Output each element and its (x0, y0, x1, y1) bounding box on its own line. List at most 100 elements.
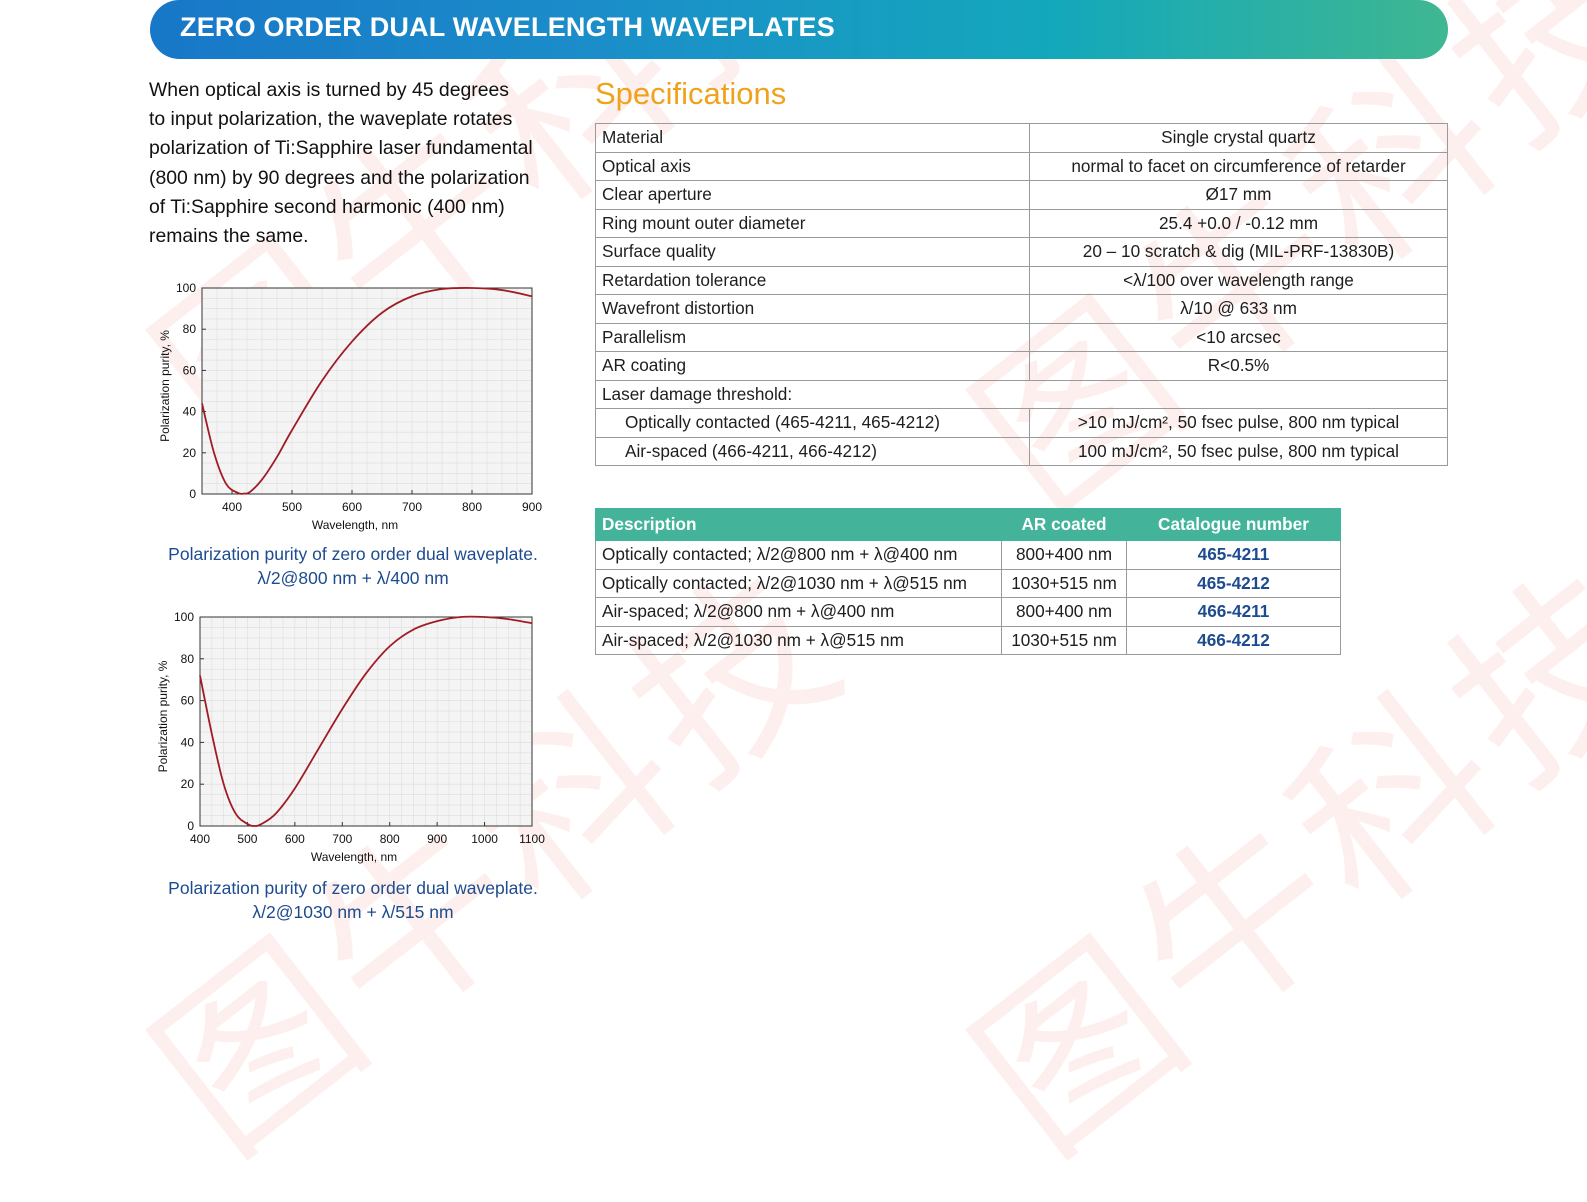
series-line (201, 286, 533, 495)
caption-line: Polarization purity of zero order dual w… (168, 544, 538, 564)
table-row: Optically contacted (465-4211, 465-4212)… (595, 408, 1448, 438)
ar-coated-cell: 800+400 nm (1001, 540, 1127, 570)
catalogue-number-link[interactable]: 465-4211 (1126, 540, 1341, 570)
polarization-purity-chart-800-400: 400 500 600 700 800 900 0 20 40 60 80 100 Wavelength… (158, 281, 542, 532)
table-row: Air-spaced; λ/2@1030 nm + λ@515 nm 1030+… (595, 625, 1341, 655)
x-tick-label: 900 (427, 832, 447, 846)
table-header-row: Description AR coated Catalogue number (595, 508, 1341, 541)
y-tick-label: 60 (181, 694, 195, 708)
y-tick-label: 40 (181, 735, 195, 749)
x-tick-label: 800 (380, 832, 400, 846)
table-row: Parallelism <10 arcsec (595, 322, 1448, 352)
spec-value: <10 arcsec (1029, 322, 1448, 352)
y-tick-label: 40 (183, 405, 197, 419)
intro-line: of Ti:Sapphire second harmonic (400 nm) (149, 195, 505, 218)
table-row: Optically contacted; λ/2@800 nm + λ@400 … (595, 540, 1341, 570)
spec-key: Optical axis (595, 151, 1030, 181)
x-tick-label: 400 (190, 832, 210, 846)
description-cell: Optically contacted; λ/2@1030 nm + λ@515… (595, 568, 1002, 598)
x-tick-label: 400 (222, 500, 242, 514)
x-tick-label: 600 (285, 832, 305, 846)
ar-coated-cell: 800+400 nm (1001, 597, 1127, 627)
series-line (199, 615, 533, 827)
spec-key: Clear aperture (595, 180, 1030, 210)
table-row: Optical axis normal to facet on circumfer… (595, 151, 1448, 181)
ar-coated-cell: 1030+515 nm (1001, 568, 1127, 598)
intro-line: to input polarization, the waveplate rot… (149, 108, 513, 131)
y-axis-label: Polarization purity, % (158, 330, 172, 442)
spec-value: λ/10 @ 633 nm (1029, 294, 1448, 324)
x-tick-label: 1000 (471, 832, 498, 846)
y-tick-label: 0 (189, 487, 196, 501)
table-row: Material Single crystal quartz (595, 123, 1448, 153)
plot-frame (201, 287, 533, 495)
table-row: Retardation tolerance <λ/100 over wavelen… (595, 265, 1448, 295)
ldt-label: Laser damage threshold: (595, 379, 1448, 409)
x-tick-label: 500 (237, 832, 257, 846)
spec-key: Surface quality (595, 237, 1030, 267)
polarization-purity-chart-1030-515: 400 500 600 700 800 900 1000 1100 0 20 40 60 80 100 Wa… (156, 610, 545, 864)
spec-key: Air-spaced (466-4211, 466-4212) (595, 436, 1030, 466)
specifications-heading: Specifications (595, 76, 787, 111)
table-row: AR coating R<0.5% (595, 351, 1448, 381)
ar-coated-cell: 1030+515 nm (1001, 625, 1127, 655)
spec-value: <λ/100 over wavelength range (1029, 265, 1448, 295)
intro-text: When optical axis is turned by 45 degree… (149, 76, 559, 251)
description-cell: Optically contacted; λ/2@800 nm + λ@400 … (595, 540, 1002, 570)
y-axis-label: Polarization purity, % (156, 660, 170, 772)
table-row: Clear aperture Ø17 mm (595, 180, 1448, 210)
catalogue-number-link[interactable]: 465-4212 (1126, 568, 1341, 598)
spec-value: 25.4 +0.0 / -0.12 mm (1029, 208, 1448, 238)
catalogue-number-link[interactable]: 466-4212 (1126, 625, 1341, 655)
description-cell: Air-spaced; λ/2@1030 nm + λ@515 nm (595, 625, 1002, 655)
y-tick-label: 100 (176, 281, 196, 295)
table-row: Wavefront distortion λ/10 @ 633 nm (595, 294, 1448, 324)
spec-key: Optically contacted (465-4211, 465-4212) (595, 408, 1030, 438)
y-tick-label: 0 (187, 819, 194, 833)
column-header-description: Description (595, 508, 1002, 541)
table-row: Laser damage threshold: (595, 379, 1448, 409)
y-tick-label: 60 (183, 363, 197, 377)
column-header-catalogue-number: Catalogue number (1126, 508, 1341, 541)
table-row: Air-spaced (466-4211, 466-4212) 100 mJ/cm… (595, 436, 1448, 466)
y-tick-label: 80 (183, 322, 197, 336)
chart1-caption: Polarization purity of zero order dual w… (153, 542, 553, 590)
caption-line: Polarization purity of zero order dual w… (168, 878, 538, 898)
spec-value: 100 mJ/cm², 50 fsec pulse, 800 nm typica… (1029, 436, 1448, 466)
title-banner: ZERO ORDER DUAL WAVELENGTH WAVEPLATES (150, 0, 1448, 59)
x-axis-label: Wavelength, nm (311, 850, 397, 864)
column-header-ar-coated: AR coated (1001, 508, 1127, 541)
catalogue-number-link[interactable]: 466-4211 (1126, 597, 1341, 627)
spec-key: Parallelism (595, 322, 1030, 352)
plot-frame (199, 616, 533, 827)
table-row: Air-spaced; λ/2@800 nm + λ@400 nm 800+40… (595, 597, 1341, 627)
page-title: ZERO ORDER DUAL WAVELENGTH WAVEPLATES (180, 12, 835, 42)
x-tick-label: 600 (342, 500, 362, 514)
spec-value: R<0.5% (1029, 351, 1448, 381)
x-tick-label: 700 (332, 832, 352, 846)
spec-value: >10 mJ/cm², 50 fsec pulse, 800 nm typica… (1029, 408, 1448, 438)
x-tick-label: 700 (402, 500, 422, 514)
caption-line: λ/2@1030 nm + λ/515 nm (252, 902, 454, 922)
spec-key: AR coating (595, 351, 1030, 381)
ordering-table: Description AR coated Catalogue number O… (595, 508, 1341, 655)
chart2-caption: Polarization purity of zero order dual w… (153, 876, 553, 924)
spec-value: Single crystal quartz (1029, 123, 1448, 153)
spec-key: Retardation tolerance (595, 265, 1030, 295)
table-row: Surface quality 20 – 10 scratch & dig (MI… (595, 237, 1448, 267)
table-row: Optically contacted; λ/2@1030 nm + λ@515… (595, 568, 1341, 598)
intro-line: remains the same. (149, 225, 309, 248)
spec-key: Wavefront distortion (595, 294, 1030, 324)
x-axis-label: Wavelength, nm (312, 518, 398, 532)
y-tick-label: 20 (183, 446, 197, 460)
x-tick-label: 900 (522, 500, 542, 514)
intro-line: (800 nm) by 90 degrees and the polarizat… (149, 166, 530, 189)
caption-line: λ/2@800 nm + λ/400 nm (257, 568, 449, 588)
spec-value: 20 – 10 scratch & dig (MIL-PRF-13830B) (1029, 237, 1448, 267)
x-tick-label: 800 (462, 500, 482, 514)
y-tick-label: 80 (181, 652, 195, 666)
y-tick-label: 100 (174, 610, 194, 624)
spec-key: Ring mount outer diameter (595, 208, 1030, 238)
description-cell: Air-spaced; λ/2@800 nm + λ@400 nm (595, 597, 1002, 627)
y-tick-label: 20 (181, 777, 195, 791)
